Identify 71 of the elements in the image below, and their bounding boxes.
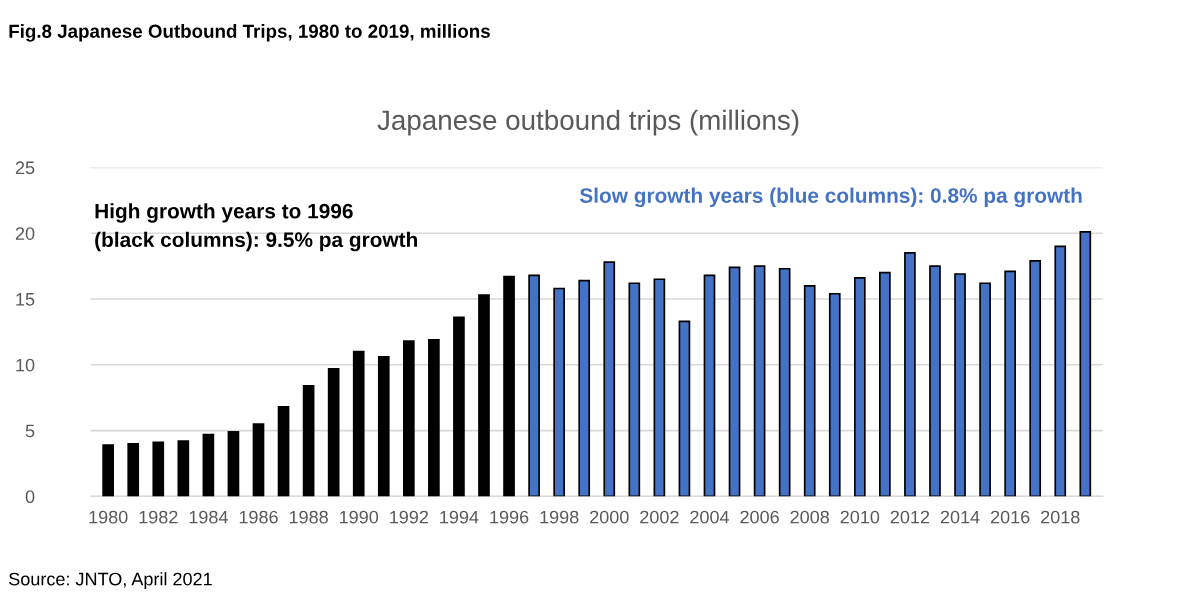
bar — [302, 384, 315, 497]
bar — [352, 350, 365, 497]
bar — [252, 423, 265, 497]
bar — [402, 340, 415, 497]
x-tick-label: 2002 — [640, 510, 679, 524]
x-tick-label: 2010 — [840, 510, 880, 524]
x-tick-label: 1980 — [89, 510, 128, 524]
y-tick-label: 25 — [15, 161, 35, 175]
x-tick-label: 2016 — [990, 510, 1030, 524]
bar — [979, 282, 991, 497]
x-tick-label: 2000 — [590, 510, 629, 524]
bar — [1004, 270, 1016, 497]
bar — [503, 275, 515, 497]
bar — [202, 433, 215, 497]
source-note: Source: JNTO, April 2021 — [9, 572, 212, 590]
annotation: Slow growth years (blue columns): 0.8% pa growth — [579, 187, 1082, 208]
bar — [929, 265, 941, 497]
y-tick-label: 15 — [16, 293, 35, 306]
x-tick-label: 1998 — [540, 510, 579, 524]
bar — [879, 271, 891, 497]
x-tick-label: 2004 — [690, 510, 730, 524]
bar — [127, 442, 140, 497]
bar — [277, 406, 290, 497]
x-tick-label: 1996 — [490, 510, 529, 524]
bar — [803, 285, 816, 497]
annotation: High growth years to 1996 (black columns): 9.5% pa growth — [95, 203, 417, 252]
x-tick-label: 2008 — [790, 510, 830, 524]
x-tick-label: 1994 — [440, 510, 479, 524]
y-tick-label: 0 — [25, 490, 35, 504]
bar — [628, 282, 641, 497]
bar — [1054, 245, 1067, 497]
bar — [377, 356, 390, 497]
bar — [528, 274, 540, 497]
bar — [578, 279, 591, 497]
bar — [1079, 231, 1092, 497]
bar — [828, 292, 841, 497]
bar — [327, 367, 340, 497]
x-tick-label: 2018 — [1041, 510, 1080, 524]
bar — [778, 267, 791, 497]
bar — [553, 287, 566, 497]
chart-title: Fig.8 Japanese Outbound Trips, 1980 to 2019, millions — [9, 24, 490, 42]
bar — [152, 441, 165, 497]
x-tick-label: 1982 — [139, 510, 178, 524]
chart-subtitle: Japanese outbound trips (millions) — [377, 109, 799, 136]
bar — [102, 444, 115, 497]
bar — [428, 338, 440, 497]
bar — [603, 261, 616, 497]
bar — [703, 274, 716, 497]
bar — [1029, 260, 1042, 497]
x-tick-label: 1984 — [189, 510, 228, 524]
bar — [904, 252, 916, 497]
bar — [678, 320, 691, 497]
x-tick-label: 2012 — [890, 510, 930, 524]
bar — [453, 316, 465, 497]
bar — [728, 266, 741, 497]
bar — [753, 265, 766, 497]
y-tick-label: 10 — [16, 358, 35, 372]
x-tick-label: 1986 — [239, 510, 278, 524]
bar — [653, 278, 666, 497]
x-tick-label: 2014 — [940, 510, 980, 524]
y-tick-label: 5 — [25, 424, 35, 438]
bar — [478, 294, 490, 497]
y-tick-label: 20 — [15, 227, 35, 240]
bar — [177, 440, 190, 497]
bar — [853, 277, 866, 497]
bar — [954, 273, 966, 497]
x-tick-label: 1988 — [289, 510, 328, 524]
x-tick-label: 1992 — [390, 510, 429, 524]
bar — [227, 431, 240, 497]
x-tick-label: 1990 — [340, 510, 379, 524]
x-tick-label: 2006 — [740, 510, 779, 524]
